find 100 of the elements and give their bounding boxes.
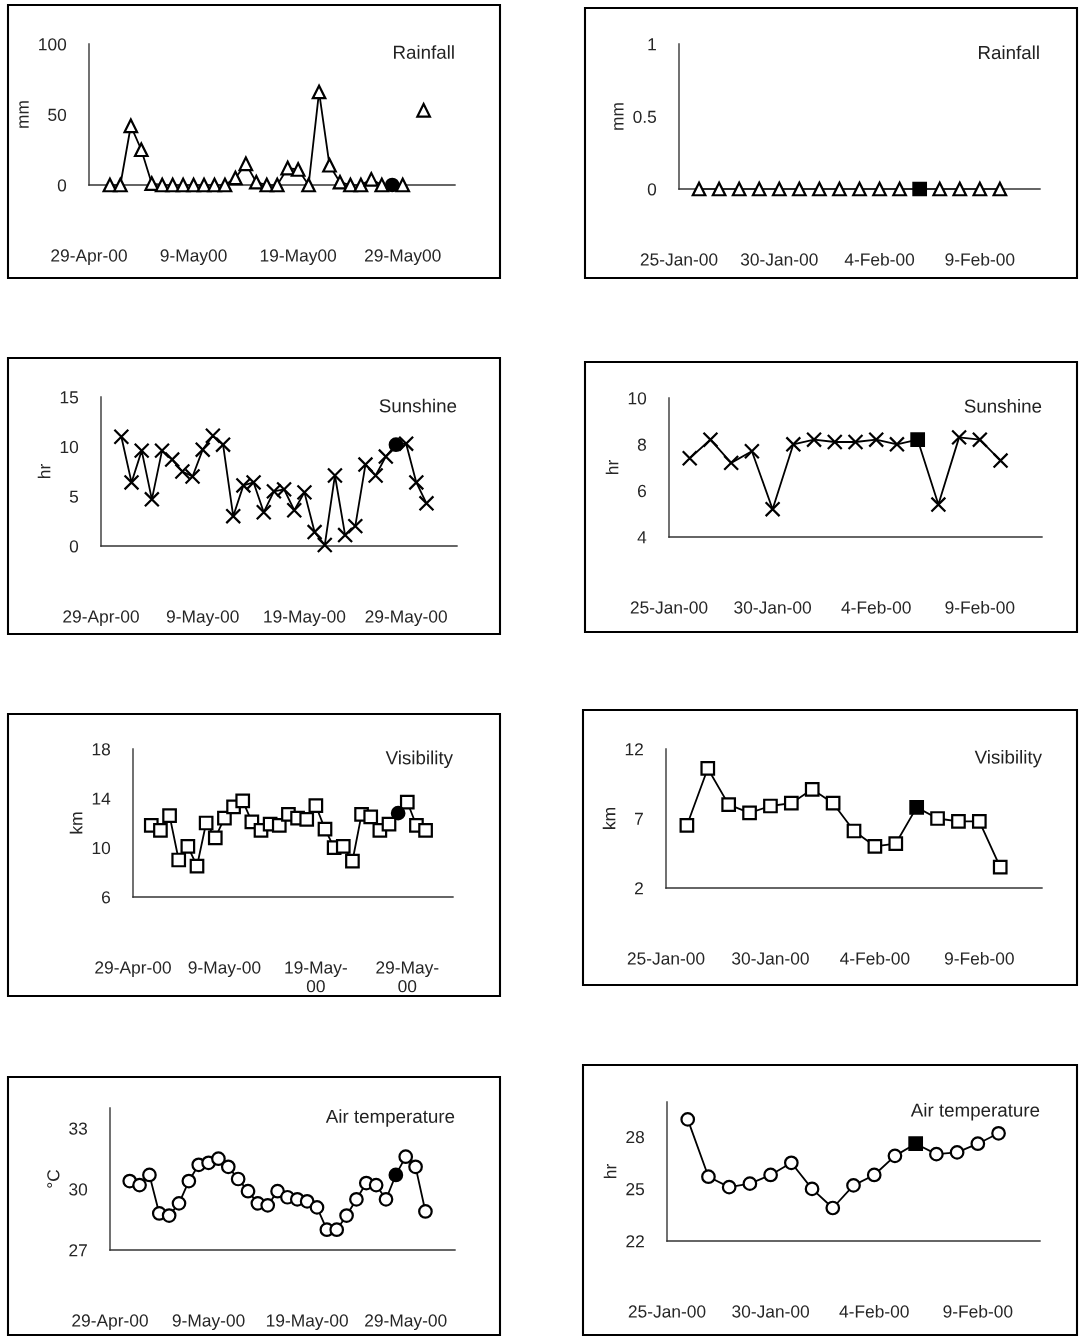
y-tick-label: 10 xyxy=(628,392,647,405)
x-tick-label: 4-Feb-00 xyxy=(839,1304,909,1318)
y-axis-title: hr xyxy=(605,460,619,475)
y-tick-label: 2 xyxy=(635,882,643,895)
point xyxy=(888,836,904,851)
point xyxy=(416,102,431,118)
point xyxy=(971,431,988,448)
point xyxy=(992,452,1009,469)
y-axis-title: hr xyxy=(603,1164,617,1179)
point xyxy=(951,429,968,446)
point xyxy=(363,809,379,825)
point xyxy=(181,1173,197,1189)
point xyxy=(721,1179,737,1195)
point xyxy=(399,794,415,810)
point xyxy=(142,1167,157,1183)
point xyxy=(299,811,315,827)
y-tick-label: 5 xyxy=(69,490,79,503)
point xyxy=(398,1149,414,1165)
point xyxy=(123,474,140,491)
point xyxy=(381,816,397,832)
point xyxy=(702,431,719,448)
point xyxy=(153,823,168,838)
point xyxy=(317,821,333,837)
point xyxy=(204,427,221,444)
point xyxy=(316,536,333,554)
point xyxy=(363,172,379,187)
point xyxy=(322,157,337,173)
point xyxy=(418,823,433,838)
y-tick-label: 0 xyxy=(69,540,79,553)
x-tick-label: 29-May00 xyxy=(364,249,441,266)
x-tick-label: 19-May-00 xyxy=(264,610,346,627)
point xyxy=(368,1177,384,1193)
chart-title: Rainfall xyxy=(979,45,1039,60)
point xyxy=(230,1171,246,1187)
point xyxy=(930,496,947,513)
point xyxy=(825,795,841,811)
point xyxy=(367,467,384,484)
point xyxy=(171,1195,187,1211)
point xyxy=(804,781,820,797)
y-tick-label: 10 xyxy=(60,440,79,454)
point xyxy=(161,1208,177,1223)
point xyxy=(349,1191,364,1207)
point xyxy=(133,142,149,158)
y-tick-label: 0 xyxy=(57,179,67,192)
point xyxy=(296,484,313,501)
y-tick-label: 27 xyxy=(69,1244,87,1257)
point xyxy=(153,442,171,459)
x-tick-label: 29-May- 00 xyxy=(376,961,439,993)
point xyxy=(763,1167,778,1183)
point xyxy=(345,853,360,869)
point xyxy=(306,524,323,541)
point xyxy=(418,495,435,512)
point xyxy=(910,432,926,448)
point xyxy=(887,1148,903,1164)
point xyxy=(301,177,316,193)
x-tick-label: 25-Jan-00 xyxy=(630,601,708,614)
point xyxy=(311,84,327,100)
point xyxy=(992,859,1008,875)
point xyxy=(867,838,883,854)
point xyxy=(806,431,823,448)
y-axis-title: mm xyxy=(19,101,29,128)
chart-title: Rainfall xyxy=(394,45,454,59)
x-tick-label: 19-May00 xyxy=(260,249,337,266)
point xyxy=(680,1112,696,1127)
point xyxy=(240,1183,256,1199)
point xyxy=(228,170,243,186)
y-tick-label: 1 xyxy=(648,38,656,51)
point xyxy=(742,1176,758,1192)
x-tick-label: 29-Apr-00 xyxy=(63,610,139,627)
point xyxy=(679,818,695,833)
point xyxy=(398,435,415,452)
point xyxy=(171,852,187,868)
x-tick-label: 29-Apr-00 xyxy=(51,249,127,266)
point xyxy=(175,177,191,193)
point xyxy=(211,1151,226,1167)
point xyxy=(270,1183,285,1199)
x-tick-label: 19-May-00 xyxy=(266,1314,348,1331)
x-tick-label: 9-May00 xyxy=(160,249,227,266)
point xyxy=(235,793,251,809)
point xyxy=(332,174,348,190)
point xyxy=(991,1125,1006,1141)
y-tick-label: 18 xyxy=(92,743,111,756)
point xyxy=(189,858,205,874)
y-tick-label: 25 xyxy=(626,1183,645,1196)
point xyxy=(238,156,254,172)
x-tick-label: 4-Feb-00 xyxy=(840,951,910,965)
y-axis-title: °C xyxy=(47,1169,60,1188)
point xyxy=(225,508,242,525)
point xyxy=(866,1167,882,1183)
point xyxy=(701,1169,716,1185)
point xyxy=(764,501,781,518)
y-tick-label: 14 xyxy=(92,792,111,805)
point xyxy=(408,474,425,491)
chart-title: Visibility xyxy=(385,750,453,769)
x-tick-label: 29-May-00 xyxy=(365,1314,447,1331)
point xyxy=(102,177,118,193)
x-tick-label: 9-Feb-00 xyxy=(945,252,1015,266)
x-tick-label: 9-May-00 xyxy=(188,961,261,978)
point xyxy=(290,162,306,177)
y-axis-title: mm xyxy=(614,103,624,130)
